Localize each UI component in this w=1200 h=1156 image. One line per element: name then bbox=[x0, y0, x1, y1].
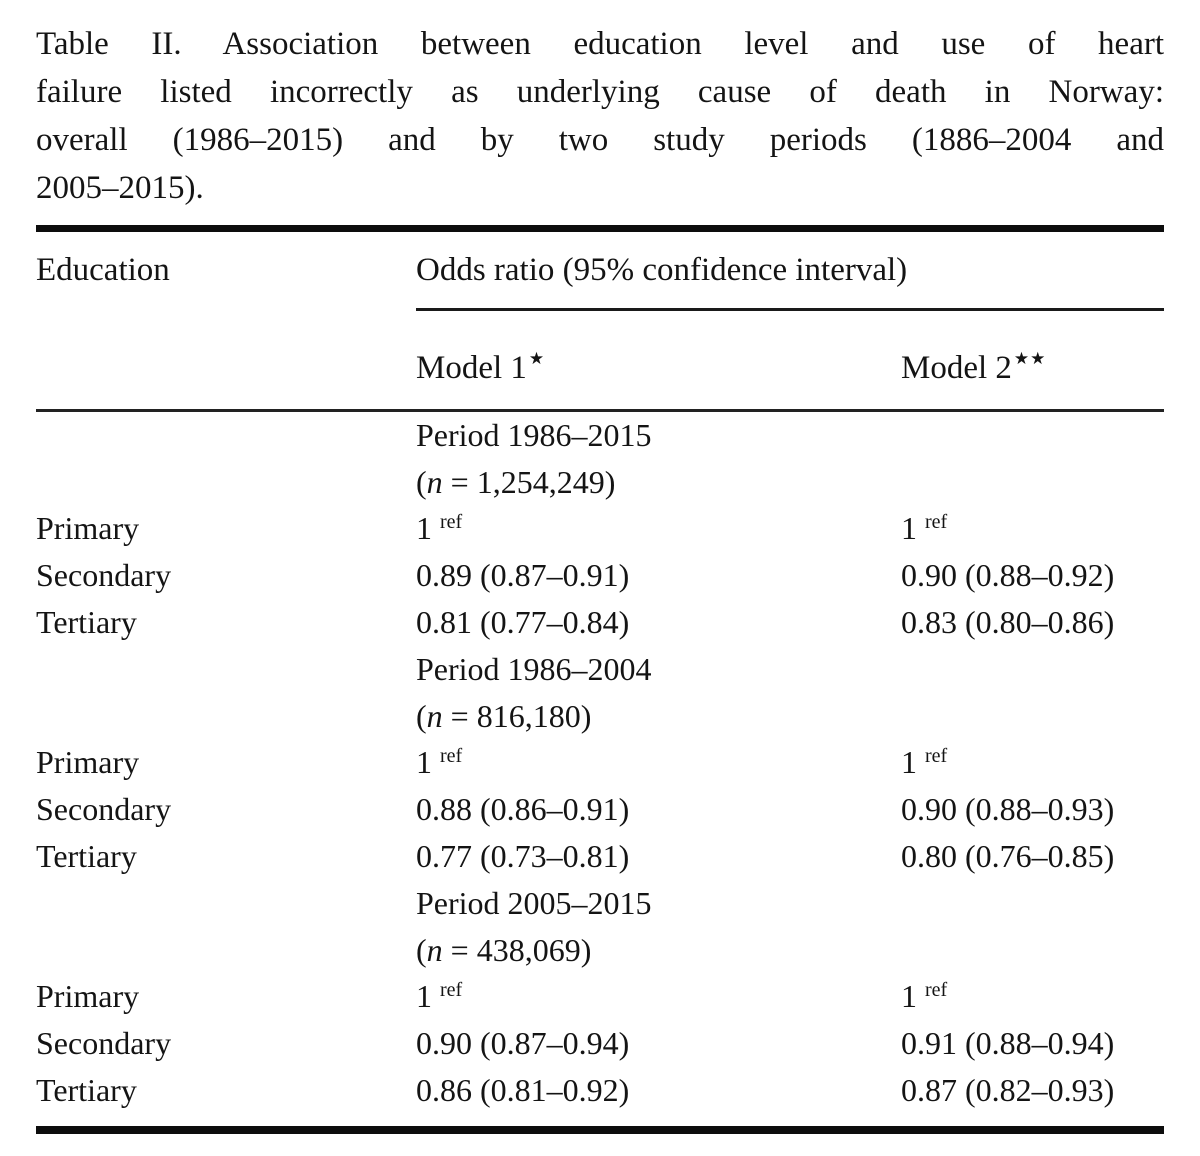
table-body: Period 1986–2015 (n = 1,254,249) Primary 1 r… bbox=[36, 412, 1164, 1114]
table-row: (n = 816,180) bbox=[36, 693, 1164, 740]
table-row: Primary 1 ref 1 ref bbox=[36, 740, 1164, 787]
table-row: Tertiary 0.77 (0.73–0.81) 0.80 (0.76–0.85) bbox=[36, 833, 1164, 880]
model1-cell: 1 ref bbox=[416, 510, 463, 547]
model1-cell: 1 ref bbox=[416, 978, 463, 1015]
model1-cell: 0.77 (0.73–0.81) bbox=[416, 838, 630, 875]
model1-label: Model 1 bbox=[416, 349, 527, 386]
model1-cell: 0.88 (0.86–0.91) bbox=[416, 791, 630, 828]
ref-superscript: ref bbox=[440, 745, 463, 768]
model1-column-header: Model 1 ★ bbox=[416, 348, 901, 387]
model2-label: Model 2 bbox=[901, 349, 1012, 386]
model1-cell: 0.86 (0.81–0.92) bbox=[416, 1072, 630, 1109]
ref-superscript: ref bbox=[925, 511, 948, 534]
education-cell: Primary bbox=[36, 510, 140, 547]
education-column-header: Education bbox=[36, 251, 170, 288]
n-variable: n bbox=[426, 931, 443, 968]
model2-cell: 1 ref bbox=[901, 510, 948, 547]
table-row: Primary 1 ref 1 ref bbox=[36, 974, 1164, 1021]
period-header-cell: Period 1986–2004 bbox=[416, 650, 652, 687]
odds-ratio-underline-row bbox=[36, 308, 1164, 311]
table-row: (n = 1,254,249) bbox=[36, 459, 1164, 506]
odds-ratio-column-header: Odds ratio (95% confidence interval) bbox=[416, 251, 908, 288]
n-variable: n bbox=[426, 463, 443, 500]
education-cell: Secondary bbox=[36, 791, 172, 828]
model2-cell: 0.90 (0.88–0.93) bbox=[901, 791, 1115, 828]
n-variable: n bbox=[426, 697, 443, 734]
model2-cell: 0.80 (0.76–0.85) bbox=[901, 838, 1115, 875]
sample-size-cell: (n = 816,180) bbox=[416, 697, 592, 734]
education-cell: Tertiary bbox=[36, 1072, 137, 1109]
model2-footnote-star: ★★ bbox=[1013, 348, 1047, 368]
model2-cell: 0.87 (0.82–0.93) bbox=[901, 1072, 1115, 1109]
caption-line: Table II. Association between education … bbox=[36, 26, 1164, 62]
caption-line: 2005–2015). bbox=[36, 170, 204, 206]
period-header-cell: Period 2005–2015 bbox=[416, 884, 652, 921]
table-row: (n = 438,069) bbox=[36, 927, 1164, 974]
period-header-cell: Period 1986–2015 bbox=[416, 416, 652, 453]
model1-cell: 0.89 (0.87–0.91) bbox=[416, 557, 630, 594]
ref-superscript: ref bbox=[440, 511, 463, 534]
model2-cell: 1 ref bbox=[901, 744, 948, 781]
sample-size-cell: (n = 438,069) bbox=[416, 931, 592, 968]
table-row: Tertiary 0.86 (0.81–0.92) 0.87 (0.82–0.93) bbox=[36, 1067, 1164, 1114]
model2-column-header: Model 2 ★★ bbox=[901, 348, 1164, 387]
table-row: Period 1986–2015 bbox=[36, 412, 1164, 459]
table-row: Secondary 0.89 (0.87–0.91) 0.90 (0.88–0.92… bbox=[36, 552, 1164, 599]
table-row: Tertiary 0.81 (0.77–0.84) 0.83 (0.80–0.86) bbox=[36, 599, 1164, 646]
table-header-row-1: Education Odds ratio (95% confidence int… bbox=[36, 232, 1164, 308]
education-cell: Primary bbox=[36, 978, 140, 1015]
model2-cell: 0.83 (0.80–0.86) bbox=[901, 604, 1115, 641]
model1-cell: 0.81 (0.77–0.84) bbox=[416, 604, 630, 641]
table-row: Period 1986–2004 bbox=[36, 646, 1164, 693]
table-rule-bottom bbox=[36, 1125, 1164, 1134]
caption-line: failure listed incorrectly as underlying… bbox=[36, 74, 1164, 110]
table-header-row-2: Model 1 ★ Model 2 ★★ bbox=[36, 311, 1164, 409]
education-cell: Tertiary bbox=[36, 838, 137, 875]
ref-superscript: ref bbox=[440, 979, 463, 1002]
table-row: Period 2005–2015 bbox=[36, 880, 1164, 927]
ref-superscript: ref bbox=[925, 745, 948, 768]
model2-cell: 1 ref bbox=[901, 978, 948, 1015]
education-cell: Secondary bbox=[36, 1025, 172, 1062]
education-cell: Primary bbox=[36, 744, 140, 781]
table-rule-top bbox=[36, 225, 1164, 232]
education-cell: Tertiary bbox=[36, 604, 137, 641]
caption-line: overall (1986–2015) and by two study per… bbox=[36, 122, 1164, 158]
model2-cell: 0.90 (0.88–0.92) bbox=[901, 557, 1115, 594]
ref-superscript: ref bbox=[925, 979, 948, 1002]
table-rule-header-bottom bbox=[36, 409, 1164, 412]
table-row: Secondary 0.90 (0.87–0.94) 0.91 (0.88–0.94… bbox=[36, 1020, 1164, 1067]
model1-cell: 0.90 (0.87–0.94) bbox=[416, 1025, 630, 1062]
sample-size-cell: (n = 1,254,249) bbox=[416, 463, 616, 500]
model1-footnote-star: ★ bbox=[528, 348, 546, 368]
table-caption: Table II. Association between education … bbox=[36, 20, 1164, 212]
odds-ratio-underline bbox=[416, 308, 1164, 311]
table-row: Primary 1 ref 1 ref bbox=[36, 506, 1164, 553]
education-cell: Secondary bbox=[36, 557, 172, 594]
model1-cell: 1 ref bbox=[416, 744, 463, 781]
table-row: Secondary 0.88 (0.86–0.91) 0.90 (0.88–0.93… bbox=[36, 786, 1164, 833]
model2-cell: 0.91 (0.88–0.94) bbox=[901, 1025, 1115, 1062]
